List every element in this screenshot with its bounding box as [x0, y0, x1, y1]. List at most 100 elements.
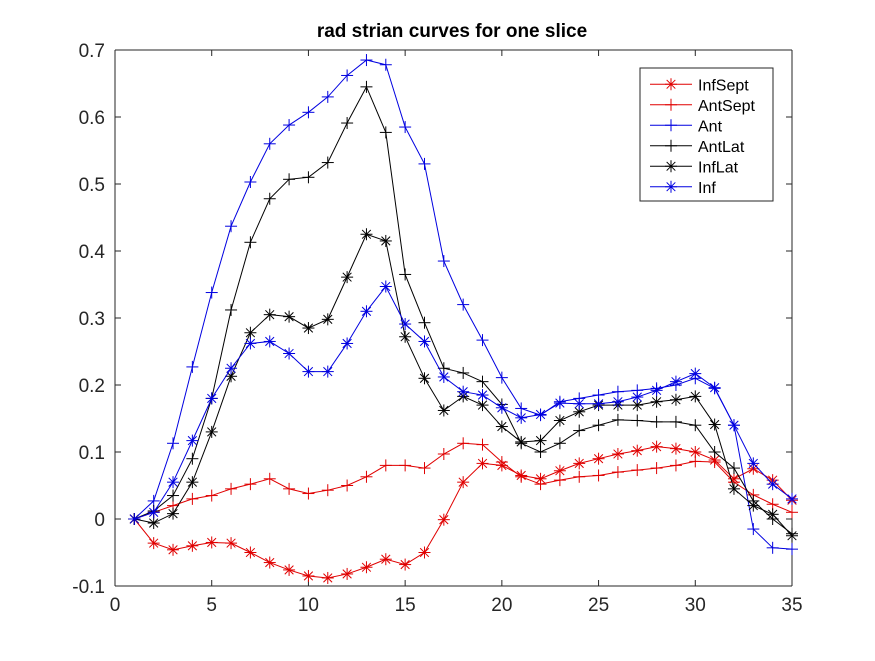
- x-tick-label: 0: [110, 595, 121, 616]
- data-point: [321, 365, 334, 378]
- y-tick-label: 0.6: [79, 108, 105, 129]
- data-point: [611, 385, 624, 398]
- data-point: [727, 462, 740, 475]
- data-point: [399, 268, 412, 281]
- data-point: [786, 492, 798, 505]
- data-point: [476, 457, 489, 470]
- data-point: [379, 553, 392, 566]
- data-point: [263, 556, 276, 569]
- data-point: [573, 457, 586, 470]
- data-point: [186, 492, 199, 505]
- data-point: [167, 507, 180, 520]
- data-point: [186, 360, 199, 373]
- data-point: [167, 476, 180, 489]
- data-point: [476, 438, 489, 451]
- data-point: [457, 366, 470, 379]
- legend-label: InfLat: [698, 159, 739, 176]
- marker-stroke: [149, 518, 159, 528]
- marker-stroke: [748, 458, 758, 469]
- data-point: [205, 489, 218, 502]
- data-point: [495, 371, 508, 384]
- data-point: [476, 399, 489, 412]
- data-point: [437, 255, 450, 268]
- marker-stroke: [342, 569, 352, 579]
- data-point: [534, 434, 547, 447]
- data-point: [379, 234, 392, 247]
- marker-stroke: [671, 395, 681, 405]
- data-point: [321, 571, 334, 584]
- marker-stroke: [748, 500, 758, 511]
- data-point: [476, 334, 489, 347]
- data-point: [302, 365, 315, 378]
- data-point: [147, 494, 160, 507]
- data-point: [631, 414, 644, 427]
- data-point: [437, 448, 450, 461]
- marker-stroke: [767, 479, 778, 489]
- data-point: [669, 415, 682, 428]
- data-point: [283, 563, 296, 576]
- data-point: [244, 236, 257, 249]
- marker-stroke: [245, 338, 256, 349]
- data-point: [167, 437, 180, 450]
- y-tick-label: 0.7: [79, 41, 105, 62]
- data-point: [225, 482, 238, 495]
- marker-stroke: [342, 272, 352, 282]
- data-point: [205, 392, 218, 405]
- data-point: [689, 419, 702, 432]
- data-point: [283, 173, 296, 186]
- data-point: [650, 462, 663, 475]
- data-point: [553, 397, 566, 410]
- chart-title: rad strian curves for one slice: [317, 21, 587, 42]
- legend-marker: [665, 119, 677, 132]
- data-point: [147, 517, 160, 530]
- marker-stroke: [666, 161, 676, 171]
- data-point: [360, 80, 373, 93]
- data-point: [186, 539, 199, 552]
- legend-marker: [665, 78, 677, 91]
- data-point: [418, 372, 431, 385]
- marker-stroke: [666, 79, 676, 89]
- marker-stroke: [787, 494, 797, 504]
- marker-stroke: [361, 562, 372, 572]
- data-point: [302, 487, 315, 500]
- marker-stroke: [419, 336, 430, 347]
- data-point: [302, 569, 315, 582]
- data-point: [283, 482, 296, 495]
- data-point: [244, 326, 257, 339]
- marker-stroke: [439, 405, 449, 416]
- data-point: [379, 280, 392, 293]
- data-point: [669, 393, 682, 406]
- legend-marker: [665, 160, 677, 173]
- data-point: [244, 478, 257, 491]
- legend[interactable]: InfSept AntSept Ant AntLat InfLat Inf: [639, 67, 774, 202]
- legend-label: Inf: [698, 180, 716, 197]
- marker-stroke: [226, 371, 236, 381]
- data-point: [186, 476, 199, 489]
- marker-stroke: [497, 403, 507, 413]
- marker-stroke: [226, 538, 236, 548]
- data-point: [727, 482, 740, 495]
- data-point: [283, 310, 296, 323]
- marker-stroke: [400, 319, 410, 329]
- data-point: [205, 536, 218, 549]
- x-tick-label: 25: [588, 595, 609, 616]
- data-point: [321, 313, 334, 326]
- data-point: [283, 119, 296, 132]
- data-point: [689, 367, 702, 380]
- marker-stroke: [651, 441, 662, 452]
- legend-label: AntLat: [698, 139, 745, 156]
- data-point: [553, 474, 566, 487]
- marker-stroke: [323, 314, 333, 325]
- data-point: [592, 452, 605, 465]
- data-point: [341, 117, 354, 130]
- marker-stroke: [149, 538, 159, 548]
- data-point: [534, 478, 547, 491]
- data-point: [553, 414, 566, 427]
- marker-stroke: [168, 477, 178, 487]
- data-point: [360, 470, 373, 483]
- data-point: [573, 405, 586, 418]
- data-point: [167, 489, 180, 502]
- data-point: [592, 469, 605, 482]
- legend-marker: [665, 98, 677, 111]
- data-point: [592, 397, 605, 410]
